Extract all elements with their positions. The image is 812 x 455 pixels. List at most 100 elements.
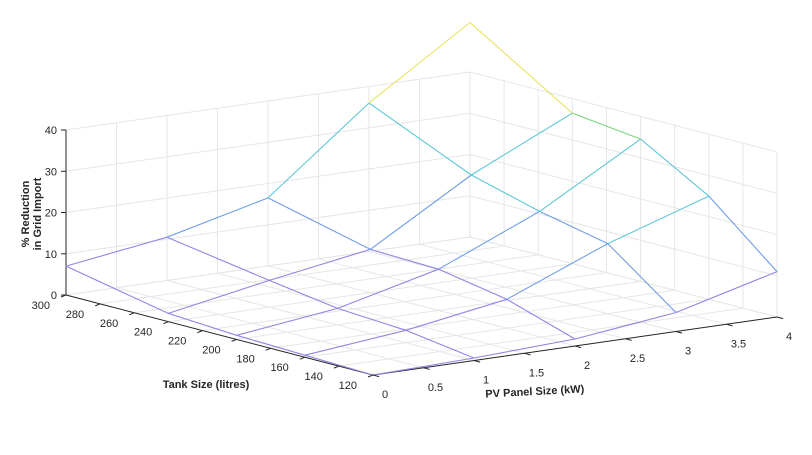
- floor-gridline-y: [338, 307, 743, 367]
- surface-edge: [369, 174, 472, 250]
- x-tick-label: 0: [382, 389, 388, 401]
- y-tick-label: 140: [305, 371, 323, 383]
- x-tick-label: 2.5: [630, 353, 645, 365]
- y-tick-label: 240: [134, 327, 152, 339]
- chart-grid: [65, 71, 778, 376]
- side-wall-gridline-z: [469, 154, 778, 235]
- y-tick-mark: [265, 347, 271, 351]
- y-tick-label: 200: [202, 344, 220, 356]
- side-wall-gridline-z: [469, 71, 778, 153]
- x-tick-label: 4: [786, 331, 792, 343]
- floor-gridline-x: [318, 258, 626, 340]
- surface-wireframe: [65, 21, 778, 376]
- y-tick-mark: [163, 321, 169, 325]
- surface-edge: [65, 265, 169, 314]
- z-axis-label-line2: in Grid Import: [32, 177, 44, 250]
- floor-gridline-y: [202, 272, 607, 332]
- surface-edge: [65, 236, 168, 267]
- surface-edge: [372, 357, 475, 376]
- surface-edge: [571, 112, 642, 140]
- x-tick-label: 1.5: [529, 367, 544, 379]
- x-tick-mark: [625, 338, 632, 341]
- surface-edge: [469, 21, 573, 114]
- surface-edge: [470, 112, 573, 176]
- surface-edge: [236, 334, 306, 356]
- back-wall-gridline-z: [65, 236, 471, 296]
- floor-gridline-y: [236, 280, 641, 340]
- back-wall-gridline-z: [65, 154, 471, 213]
- x-tick-label: 3: [685, 346, 691, 358]
- y-tick-label: 300: [32, 300, 50, 312]
- surface-edge: [640, 138, 710, 197]
- surface-edge: [607, 195, 710, 245]
- y-tick-mark: [367, 374, 374, 378]
- surface-edge: [574, 311, 677, 340]
- surface-edge: [267, 197, 371, 250]
- surface-edge: [166, 236, 270, 281]
- x-tick-mark: [372, 374, 380, 378]
- surface-edge: [167, 279, 270, 314]
- y-tick-mark: [94, 303, 101, 307]
- x-tick-mark: [574, 345, 582, 349]
- y-tick-label: 280: [66, 309, 84, 321]
- x-tick-mark: [675, 331, 683, 334]
- y-axis-label: Tank Size (litres): [163, 379, 250, 391]
- y-axis-line: [65, 294, 374, 376]
- surface-edge: [438, 268, 508, 300]
- surface-edge: [268, 248, 371, 281]
- surface-edge: [438, 210, 541, 270]
- surface-edge: [675, 271, 778, 314]
- surface-edge: [236, 307, 339, 336]
- back-wall-gridline-z: [65, 112, 471, 172]
- tick-labels: 00.511.522.533.5412014016018020022024026…: [32, 125, 792, 401]
- surface-edge: [368, 102, 472, 176]
- y-tick-mark: [299, 356, 305, 360]
- surface-edge: [405, 298, 508, 331]
- x-tick-label: 2: [584, 360, 590, 372]
- floor-gridline-y: [100, 245, 505, 305]
- x-tick-mark: [423, 367, 430, 370]
- surface-edge: [268, 279, 339, 309]
- x-tick-label: 3.5: [731, 338, 746, 350]
- surface-edge: [337, 268, 440, 309]
- y-tick-label: 160: [270, 362, 288, 374]
- x-tick-label: 1: [483, 375, 489, 387]
- z-tick-label: 20: [45, 208, 57, 220]
- surface-edge: [337, 307, 407, 331]
- floor-gridline-y: [134, 254, 539, 314]
- y-tick-label: 120: [339, 380, 357, 392]
- surface-edge: [405, 329, 475, 359]
- x-tick-mark: [524, 352, 531, 356]
- surface-edge: [506, 298, 576, 340]
- floor-gridline-y: [304, 298, 709, 358]
- x-tick-label: 0.5: [428, 382, 443, 394]
- surface-edge: [369, 248, 440, 270]
- surface-edge: [506, 243, 609, 300]
- back-wall-gridline-z: [65, 195, 471, 255]
- z-tick-label: 30: [45, 166, 57, 178]
- floor-gridline-x: [217, 272, 525, 354]
- surface-edge: [539, 210, 609, 245]
- surface-edge: [539, 138, 642, 212]
- y-tick-label: 220: [168, 336, 186, 348]
- floor-gridline-x: [116, 287, 424, 369]
- floor-gridline-x: [419, 243, 727, 325]
- surface-edge: [304, 354, 374, 376]
- z-tick-label: 10: [45, 249, 57, 261]
- y-tick-mark: [197, 330, 203, 334]
- surface-edge: [473, 338, 576, 359]
- y-tick-mark: [333, 365, 340, 369]
- floor-gridline-y: [168, 263, 573, 323]
- side-wall-gridline-z: [469, 236, 778, 318]
- back-wall-gridline-z: [65, 71, 471, 131]
- surface-edge: [304, 329, 407, 356]
- surface-edge: [167, 312, 238, 336]
- floor-gridline-y: [270, 289, 675, 349]
- surface-edge: [470, 174, 541, 212]
- surface-edge: [166, 197, 269, 238]
- floor-gridline-x: [267, 265, 576, 347]
- surface-edge: [267, 102, 370, 199]
- y-tick-mark: [231, 338, 237, 342]
- y-tick-mark: [129, 312, 135, 316]
